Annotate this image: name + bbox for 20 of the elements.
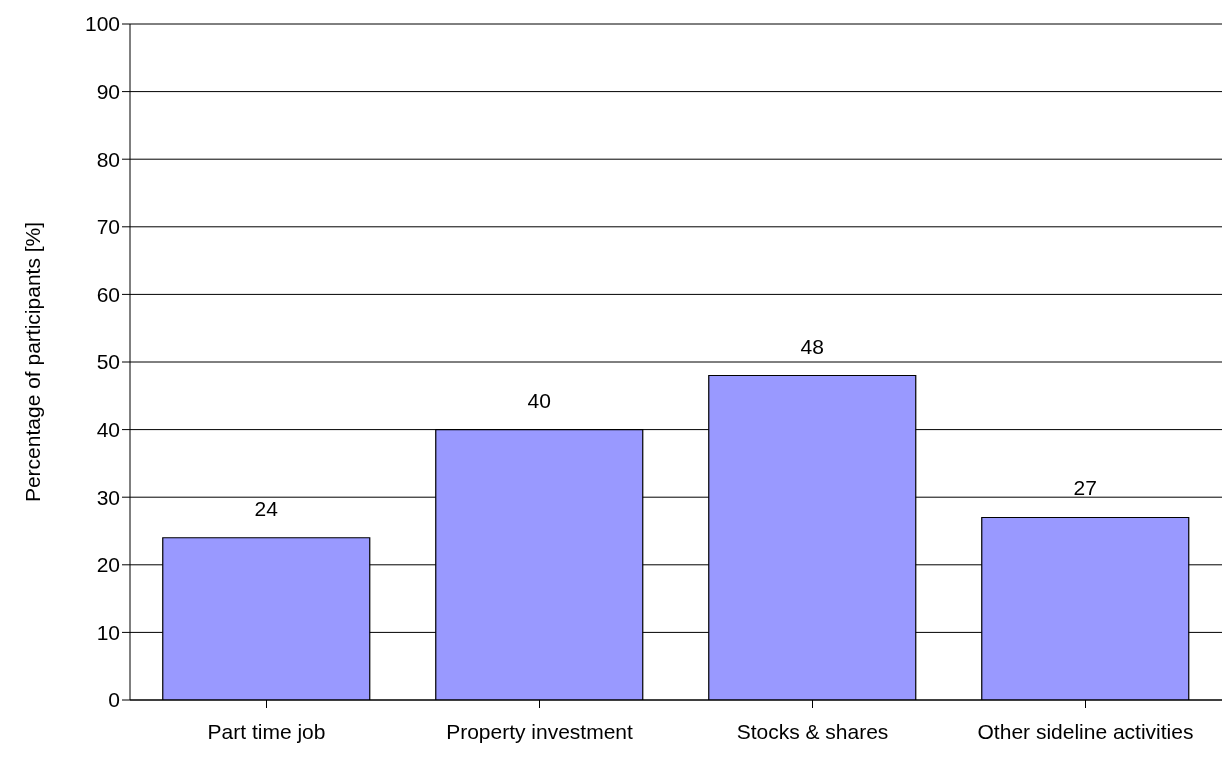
- y-tick-label: 40: [96, 418, 120, 442]
- y-axis-title: Percentage of participants [%]: [21, 221, 45, 503]
- y-tick-label: 30: [96, 485, 120, 509]
- y-tick-label: 90: [96, 80, 120, 104]
- y-tick-label: 70: [96, 215, 120, 239]
- x-tick-label: Property investment: [446, 719, 634, 743]
- data-label: 48: [800, 334, 824, 358]
- y-tick-label: 0: [108, 688, 120, 712]
- y-tick-label: 100: [84, 12, 120, 36]
- y-tick-label: 60: [96, 282, 120, 306]
- x-tick-label: Part time job: [207, 719, 326, 743]
- y-tick-label: 50: [96, 350, 120, 374]
- data-label: 40: [527, 388, 551, 412]
- data-label: 27: [1073, 476, 1097, 500]
- data-label: 24: [254, 496, 279, 520]
- y-tick-label: 80: [96, 147, 120, 171]
- y-tick-label: 20: [96, 553, 120, 577]
- y-tick-label: 10: [96, 620, 120, 644]
- x-tick-label: Other sideline activities: [977, 719, 1194, 743]
- x-tick-label: Stocks & shares: [736, 719, 889, 743]
